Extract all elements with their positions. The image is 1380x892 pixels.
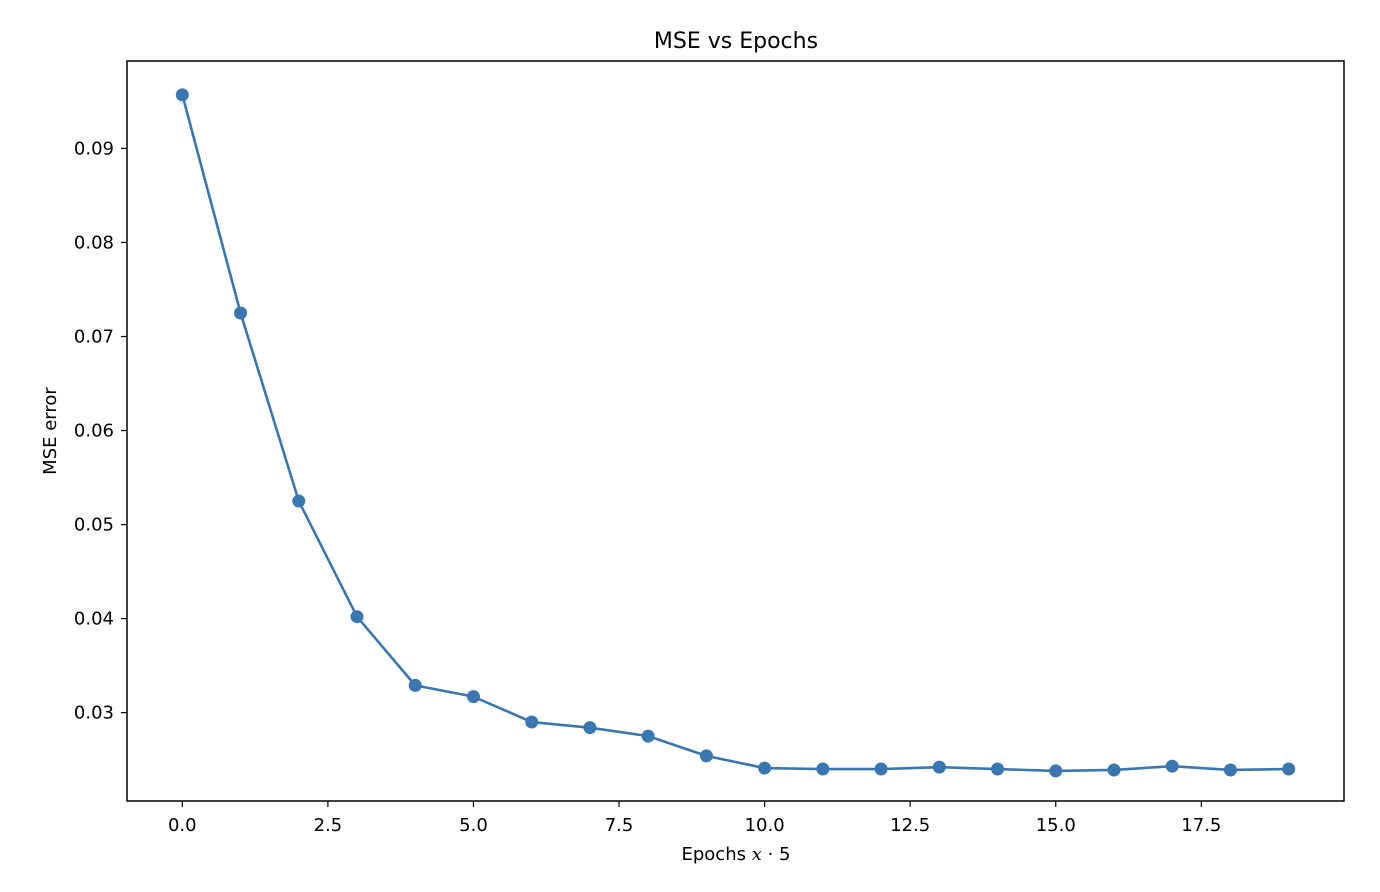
data-point	[758, 761, 772, 775]
chart-title: MSE vs Epochs	[654, 29, 818, 54]
data-point	[991, 762, 1005, 776]
y-tick-label: 0.06	[74, 421, 114, 442]
x-tick-label: 12.5	[890, 815, 930, 836]
plot-area	[175, 88, 1296, 778]
x-tick-label: 5.0	[459, 815, 488, 836]
data-point	[292, 494, 306, 508]
data-point	[1049, 764, 1063, 778]
x-tick-label: 15.0	[1036, 815, 1076, 836]
x-axis-title-variable: x	[752, 844, 762, 865]
x-tick-label: 10.0	[745, 815, 785, 836]
data-point	[1165, 759, 1179, 773]
data-point	[1223, 763, 1237, 777]
data-point	[932, 760, 946, 774]
data-point	[525, 715, 539, 729]
data-point	[874, 762, 888, 776]
series-line	[181, 94, 1289, 773]
x-axis-title-suffix: · 5	[762, 844, 791, 865]
x-tick-label: 7.5	[605, 815, 634, 836]
data-point	[234, 306, 248, 320]
x-tick-label: 0.0	[168, 815, 197, 836]
y-tick-label: 0.07	[74, 327, 114, 348]
y-tick-label: 0.08	[74, 232, 114, 253]
data-point	[350, 610, 364, 624]
x-tick-label: 2.5	[314, 815, 343, 836]
axes-frame	[126, 60, 1345, 802]
data-point	[699, 749, 713, 763]
y-tick-label: 0.05	[74, 515, 114, 536]
y-tick-label: 0.03	[74, 703, 114, 724]
axis-ticks: 0.0 2.5 5.0 7.5 10.0 12.5 15.0 17.5 0.03 0.04 0.05…	[74, 138, 1221, 836]
data-point	[641, 729, 655, 743]
x-axis-title: Epochs x · 5	[682, 844, 791, 865]
y-tick-label: 0.09	[74, 138, 114, 159]
data-point	[1107, 763, 1121, 777]
data-point	[175, 88, 189, 102]
y-tick-label: 0.04	[74, 609, 114, 630]
data-point	[1282, 762, 1296, 776]
x-tick-label: 17.5	[1181, 815, 1221, 836]
data-point	[583, 721, 597, 735]
data-point	[466, 690, 480, 704]
data-point	[408, 678, 422, 692]
data-point	[816, 762, 830, 776]
x-axis-title-prefix: Epochs	[682, 844, 752, 865]
y-axis-title: MSE error	[40, 387, 61, 475]
